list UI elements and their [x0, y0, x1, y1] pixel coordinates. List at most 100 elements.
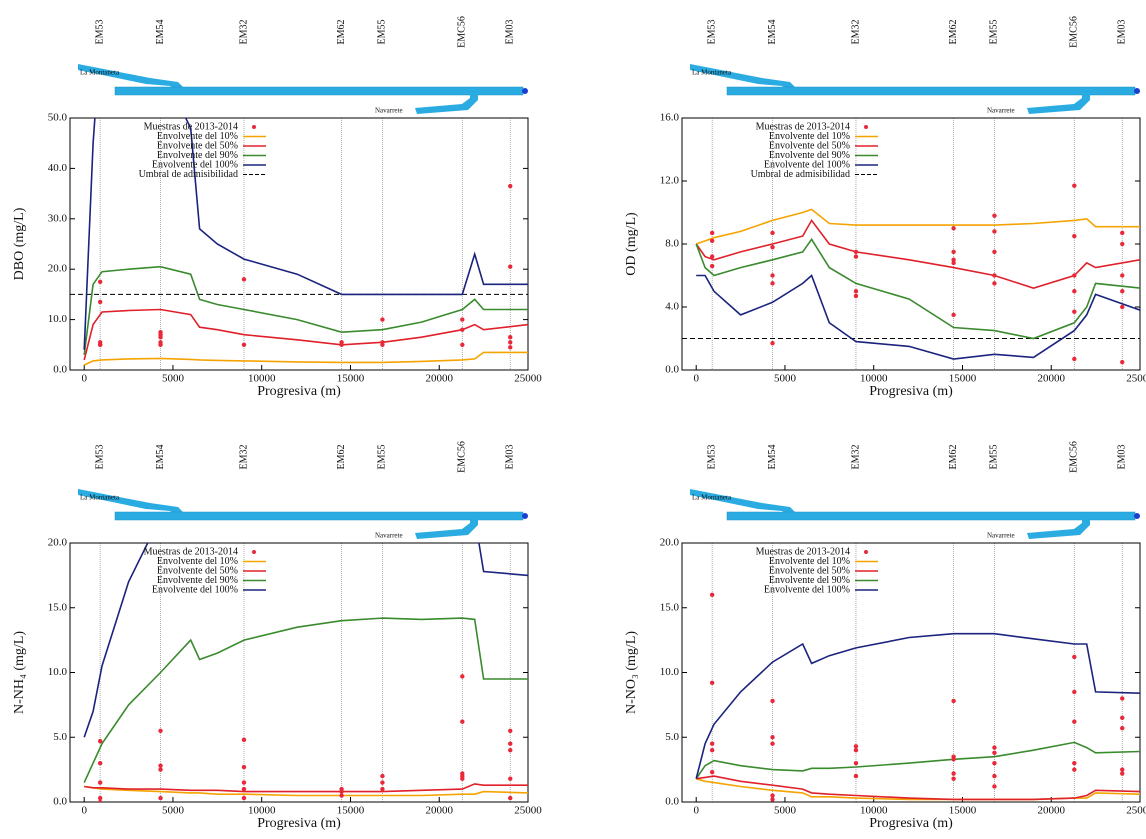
- sample-point: [508, 729, 512, 733]
- station-label: EM32: [850, 20, 861, 45]
- station-label: EMC56: [457, 16, 468, 48]
- y-tick-label: 30.0: [48, 212, 68, 224]
- sample-point: [992, 273, 996, 277]
- sample-point: [1072, 767, 1076, 771]
- y-tick-label: 50.0: [48, 112, 68, 124]
- river-tributary: [415, 92, 478, 114]
- y-tick-label: 10.0: [660, 666, 680, 678]
- sample-point: [508, 345, 512, 349]
- sample-point: [951, 250, 955, 254]
- sample-point: [158, 767, 162, 771]
- legend-label: Envolvente del 100%: [764, 584, 850, 595]
- station-label: EM54: [767, 445, 778, 470]
- sample-point: [460, 674, 464, 678]
- sample-point: [951, 771, 955, 775]
- x-tick-label: 20000: [1037, 373, 1065, 385]
- legend-marker: [252, 125, 256, 129]
- sample-point: [460, 317, 464, 321]
- sample-point: [1120, 771, 1124, 775]
- x-tick-label: 0: [693, 805, 699, 817]
- y-tick-label: 20.0: [48, 263, 68, 275]
- y-tick-label: 10.0: [48, 666, 68, 678]
- station-label: EM32: [238, 20, 249, 45]
- x-tick-label: 5000: [162, 805, 185, 817]
- y-axis-label: N-NH₄ (mg/L): [12, 631, 27, 714]
- y-tick-label: 15.0: [660, 601, 680, 613]
- sample-point: [1120, 305, 1124, 309]
- legend-label: Umbral de admisibilidad: [139, 169, 238, 180]
- sample-point: [1120, 726, 1124, 730]
- plot-area: [696, 593, 1140, 802]
- sample-point: [508, 748, 512, 752]
- station-label: EM54: [155, 20, 166, 45]
- sample-point: [1072, 273, 1076, 277]
- chart-panel: La MontanetaNavarreteEM53EM54EM32EM62EM5…: [12, 441, 542, 831]
- sample-point: [158, 729, 162, 733]
- sample-point: [992, 281, 996, 285]
- sample-point: [951, 776, 955, 780]
- sample-point: [508, 264, 512, 268]
- station-label: EM62: [948, 20, 959, 45]
- river: [727, 87, 1135, 95]
- envelope-line: [84, 352, 528, 365]
- y-axis-label: DBO (mg/L): [12, 207, 27, 280]
- station-label: EM53: [94, 20, 105, 45]
- y-tick-label: 4.0: [665, 301, 679, 313]
- station-label: EM55: [377, 20, 388, 45]
- sample-point: [992, 213, 996, 217]
- sample-point: [854, 761, 858, 765]
- sample-point: [992, 751, 996, 755]
- sample-point: [242, 277, 246, 281]
- sample-point: [508, 335, 512, 339]
- sample-point: [992, 250, 996, 254]
- chart-panel: La MontanetaNavarreteEM53EM54EM32EM62EM5…: [624, 441, 1146, 831]
- x-tick-label: 10000: [860, 805, 888, 817]
- legend-label: Envolvente del 100%: [152, 584, 238, 595]
- plot-area: [70, 17, 528, 365]
- sample-point: [460, 720, 464, 724]
- sample-point: [770, 699, 774, 703]
- sample-point: [770, 797, 774, 801]
- sample-point: [1072, 720, 1076, 724]
- sample-point: [380, 343, 384, 347]
- station-label: EM54: [767, 20, 778, 45]
- legend-marker: [252, 550, 256, 554]
- x-tick-label: 0: [81, 373, 87, 385]
- x-tick-label: 20000: [425, 373, 453, 385]
- sample-point: [242, 796, 246, 800]
- x-axis-label: Progresiva (m): [869, 384, 953, 399]
- sample-point: [1120, 360, 1124, 364]
- sample-point: [158, 796, 162, 800]
- station-label: EM62: [336, 20, 347, 45]
- sample-point: [242, 738, 246, 742]
- envelope-line: [696, 776, 1140, 799]
- river-tributary: [1027, 517, 1090, 539]
- river-label: La Montaneta: [692, 69, 732, 77]
- sample-point: [339, 793, 343, 797]
- x-tick-label: 10000: [860, 373, 888, 385]
- sample-point: [854, 748, 858, 752]
- station-label: EM62: [336, 445, 347, 470]
- sample-point: [1120, 289, 1124, 293]
- envelope-line: [696, 209, 1140, 244]
- station-label: EM32: [238, 445, 249, 470]
- envelope-line: [84, 267, 528, 355]
- sample-point: [710, 748, 714, 752]
- sample-point: [380, 787, 384, 791]
- sample-point: [992, 761, 996, 765]
- sample-point: [854, 254, 858, 258]
- y-tick-label: 20.0: [660, 537, 680, 549]
- station-label: EM32: [850, 445, 861, 470]
- y-axis-label: OD (mg/L): [624, 212, 639, 276]
- x-tick-label: 15000: [337, 805, 365, 817]
- x-tick-label: 5000: [774, 373, 797, 385]
- sample-point: [158, 343, 162, 347]
- sample-point: [380, 317, 384, 321]
- sample-point: [1120, 696, 1124, 700]
- station-label: EMC56: [457, 441, 468, 473]
- plot-frame: [70, 543, 528, 802]
- river-label: Navarrete: [987, 107, 1015, 115]
- river: [115, 512, 523, 520]
- y-tick-label: 0.0: [53, 364, 67, 376]
- x-tick-label: 20000: [425, 805, 453, 817]
